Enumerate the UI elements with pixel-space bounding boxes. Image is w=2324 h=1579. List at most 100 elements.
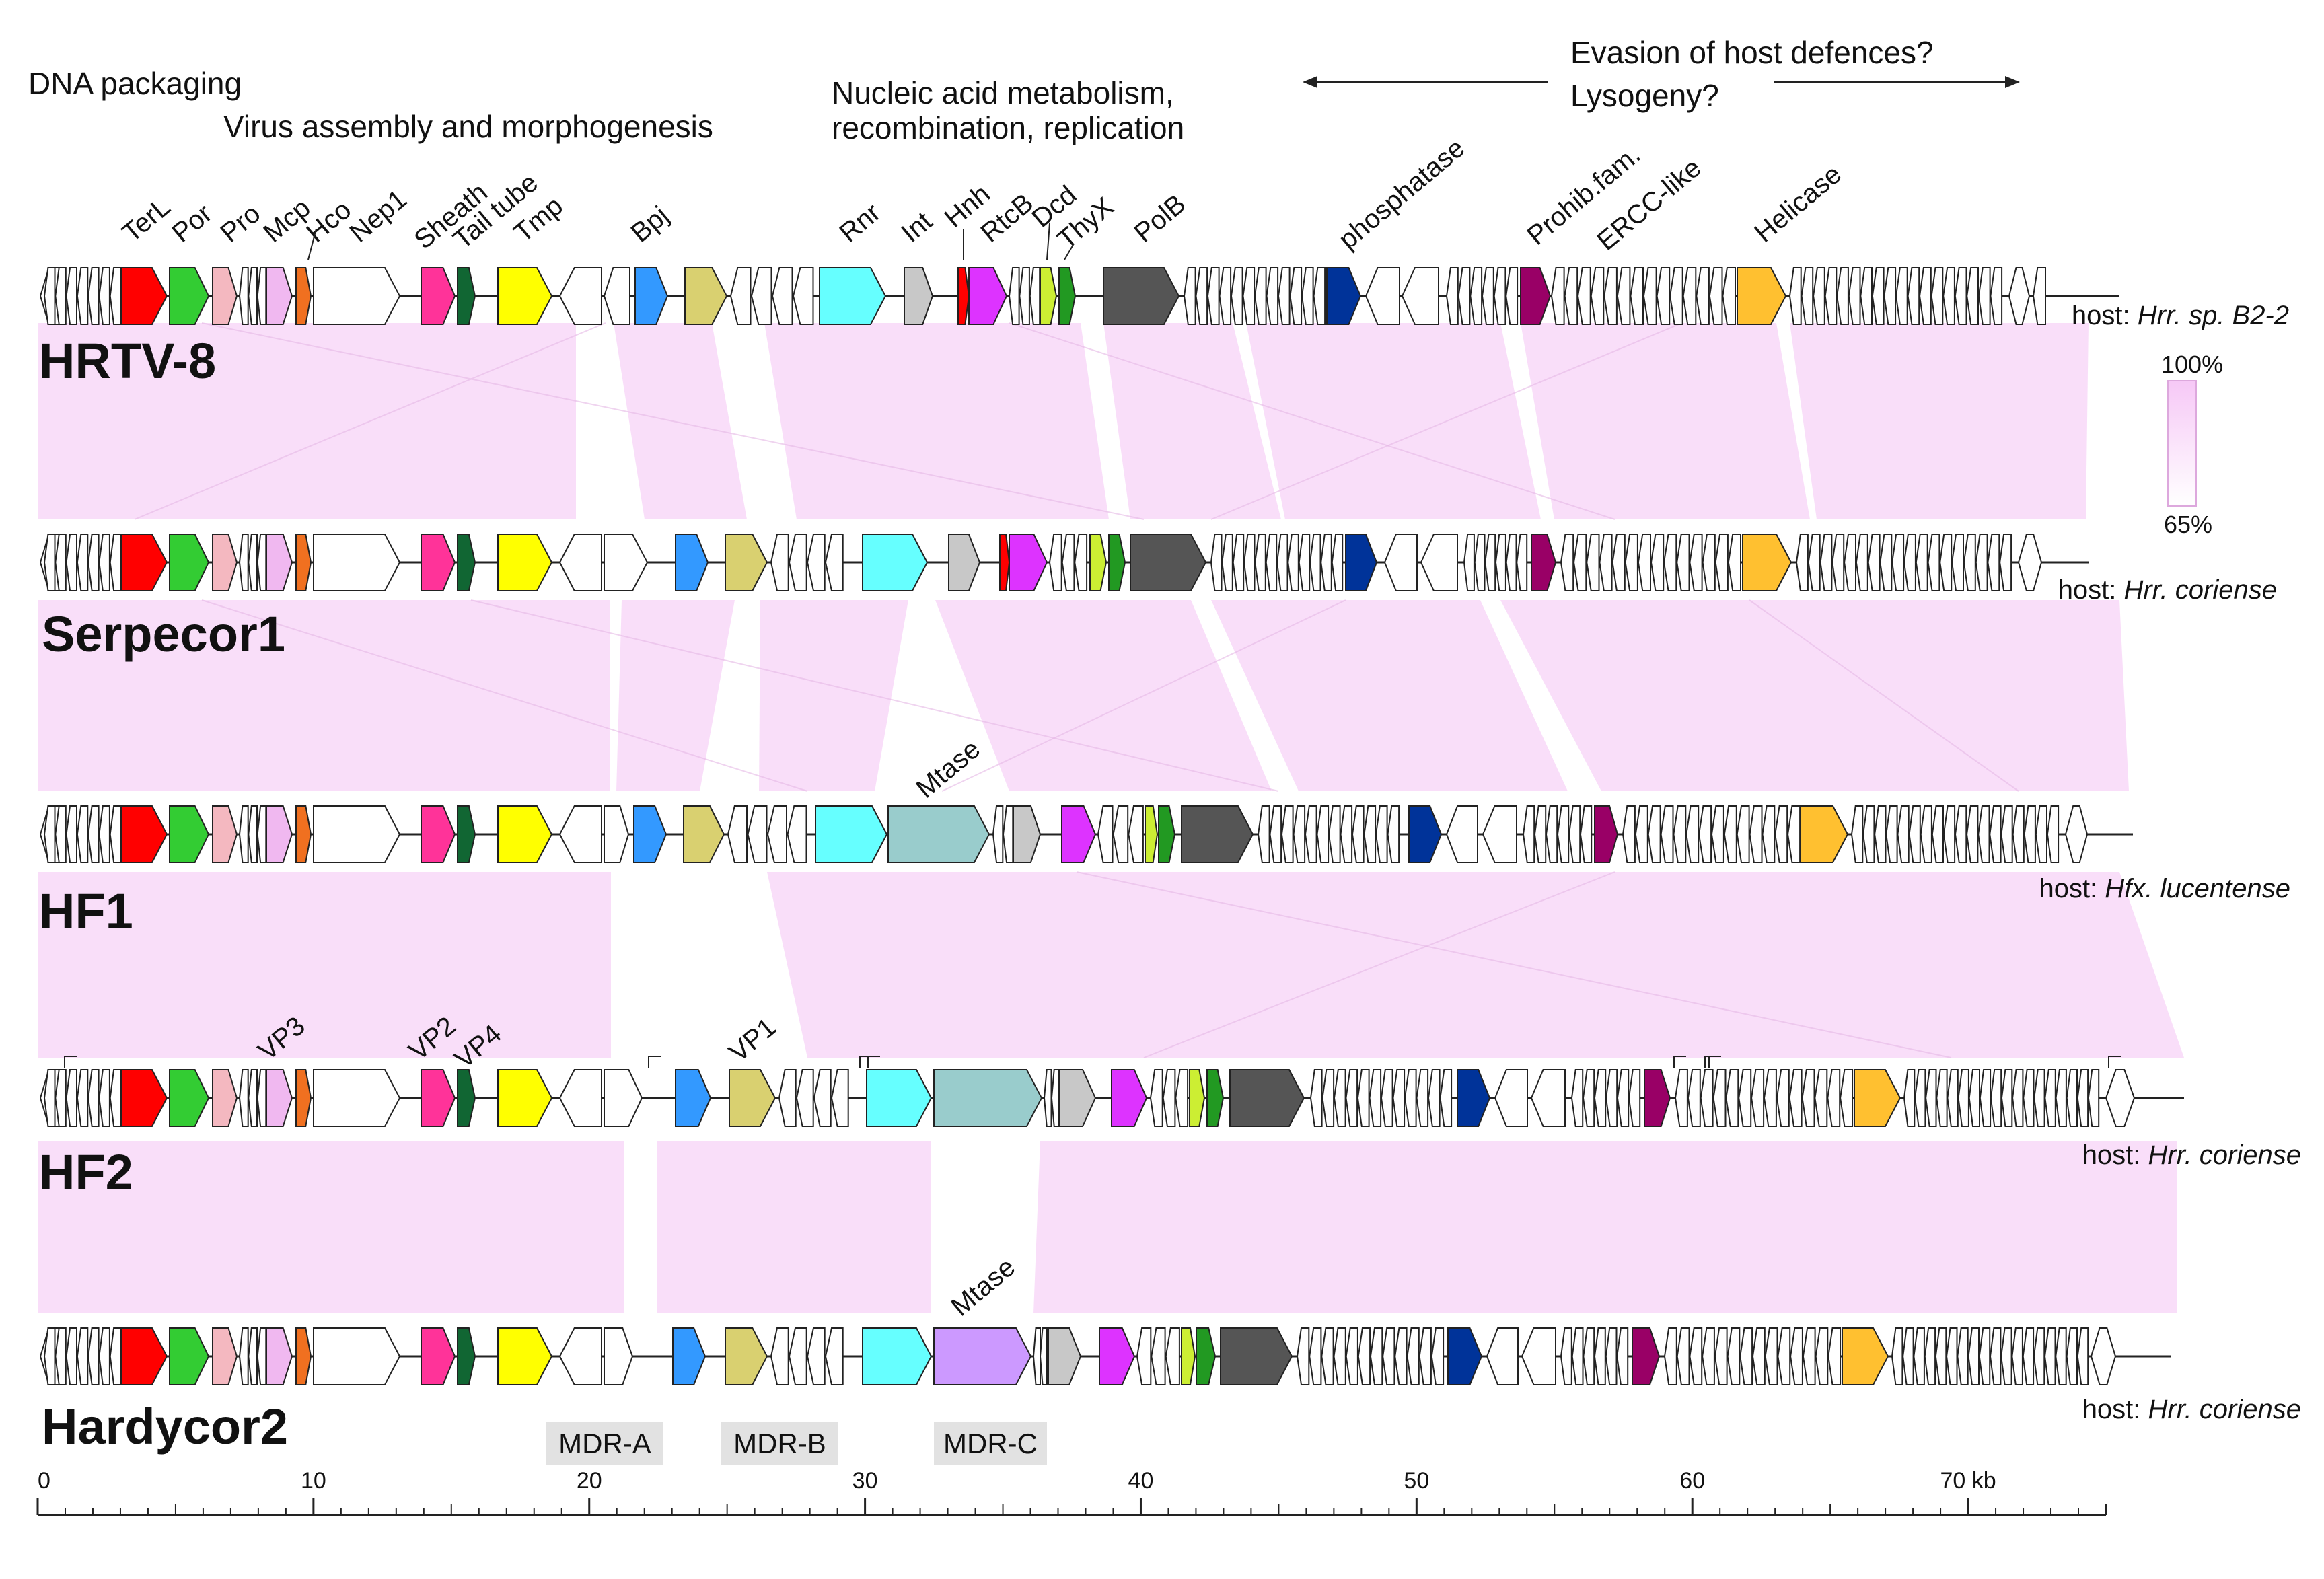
- similarity-crossing-line: [201, 599, 808, 792]
- gene-arrow: [1624, 534, 1638, 591]
- gene-arrow: [1656, 267, 1671, 325]
- gene-arrow: [2064, 805, 2089, 863]
- gene-arrow: [1482, 805, 1517, 863]
- gene-arrow: [1522, 805, 1535, 863]
- function-evasion: Evasion of host defences?: [1570, 35, 1934, 70]
- axis-tick-label: 70 kb: [1940, 1468, 1996, 1494]
- gene-arrow: [1111, 1069, 1148, 1127]
- gene-arrow: [212, 1069, 238, 1127]
- gene-arrow: [1831, 534, 1845, 591]
- gene-arrow: [1416, 1069, 1429, 1127]
- gene-arrow: [497, 805, 553, 863]
- gene-arrow: [313, 534, 401, 591]
- gene-arrow: [1891, 1327, 1903, 1385]
- gene-arrow: [256, 805, 267, 863]
- gene-arrow: [1931, 805, 1944, 863]
- genome-name-hf1: HF1: [39, 883, 133, 939]
- gene-arrow: [256, 1069, 267, 1127]
- gene-arrow: [1269, 805, 1282, 863]
- gene-arrow: [1801, 267, 1814, 325]
- gene-arrow: [497, 534, 553, 591]
- gene-arrow: [497, 267, 553, 325]
- gene-arrow: [457, 267, 476, 325]
- gene-arrow: [1392, 1069, 1406, 1127]
- similarity-band: [616, 600, 735, 791]
- gene-arrow: [1689, 534, 1703, 591]
- gene-arrow: [1564, 267, 1578, 325]
- gene-arrow: [120, 534, 168, 591]
- similarity-band: [759, 600, 908, 791]
- gene-arrow: [1309, 1069, 1323, 1127]
- gene-arrow: [1363, 805, 1377, 863]
- gene-arrow: [2066, 1327, 2078, 1385]
- function-nucleic-acid-line1: Nucleic acid metabolism,: [832, 75, 1174, 110]
- gene-arrow: [1531, 534, 1557, 591]
- promoter-mark: [2108, 1056, 2121, 1068]
- gene-arrow: [1418, 1327, 1432, 1385]
- gene-arrow: [604, 534, 649, 591]
- gene-arrow: [1611, 534, 1626, 591]
- gene-arrow: [212, 805, 238, 863]
- gene-arrow: [1942, 805, 1956, 863]
- gene-arrow: [1516, 534, 1528, 591]
- gene-arrow: [1340, 805, 1353, 863]
- gene-arrow: [1019, 267, 1030, 325]
- gene-arrow: [76, 267, 89, 325]
- gene-arrow: [1505, 267, 1519, 325]
- gene-arrow: [1860, 267, 1873, 325]
- gene-arrow: [1977, 267, 1991, 325]
- gene-arrow: [1383, 534, 1418, 591]
- gene-arrow: [725, 1327, 768, 1385]
- gene-arrow: [1257, 805, 1270, 863]
- gene-arrow: [1738, 1069, 1752, 1127]
- gene-arrow: [1919, 267, 1932, 325]
- gene-arrow: [1999, 534, 2012, 591]
- gene-arrow: [109, 534, 122, 591]
- mdr-c-box: [934, 1422, 1047, 1465]
- gene-arrow: [313, 1327, 401, 1385]
- gene-arrow: [248, 267, 258, 325]
- gene-arrow: [421, 1069, 456, 1127]
- gene-arrow: [1855, 534, 1868, 591]
- similarity-crossing-line: [1749, 599, 2019, 792]
- gene-arrow: [1702, 534, 1716, 591]
- gene-arrow: [1445, 805, 1478, 863]
- similarity-band: [38, 323, 576, 519]
- gene-arrow: [806, 1327, 826, 1385]
- mdr-c-label: MDR-C: [943, 1428, 1038, 1459]
- gene-arrow: [2033, 1069, 2045, 1127]
- gene-arrow: [1790, 1327, 1803, 1385]
- gene-arrow: [1108, 534, 1126, 591]
- gene-arrow: [1369, 1327, 1383, 1385]
- gene-arrow: [169, 1327, 210, 1385]
- axis-tick-label: 20: [577, 1468, 602, 1494]
- gene-arrow: [1097, 805, 1114, 863]
- gene-arrow: [1874, 805, 1887, 863]
- gene-arrow: [87, 1069, 100, 1127]
- gene-arrow: [1903, 1069, 1916, 1127]
- gene-arrow: [1582, 1069, 1595, 1127]
- gene-arrow: [1844, 534, 1856, 591]
- gene-arrow: [604, 805, 630, 863]
- gene-arrow: [1603, 267, 1618, 325]
- gene-arrow: [295, 267, 312, 325]
- gene-arrow: [1801, 1069, 1815, 1127]
- gene-arrow: [1674, 1069, 1688, 1127]
- similarity-band: [1033, 1141, 2177, 1313]
- gene-arrow: [1902, 1327, 1914, 1385]
- gene-arrow: [1009, 534, 1048, 591]
- gene-arrow: [1158, 805, 1176, 863]
- promoter-mark: [867, 1056, 880, 1068]
- gene-arrow: [1486, 1327, 1519, 1385]
- gene-arrow: [421, 267, 456, 325]
- gene-arrow: [1957, 1327, 1969, 1385]
- gene-arrow: [65, 1327, 77, 1385]
- gene-arrow: [1254, 267, 1267, 325]
- host-hrtv8: host: Hrr. sp. B2-2: [2072, 301, 2289, 330]
- gene-arrow: [1698, 805, 1712, 863]
- axis-tick-label: 50: [1404, 1468, 1429, 1494]
- gene-arrow: [1593, 1327, 1606, 1385]
- gene-arrow: [1663, 1327, 1677, 1385]
- gene-arrow: [1850, 805, 1864, 863]
- pointer-dcd: [1046, 223, 1050, 260]
